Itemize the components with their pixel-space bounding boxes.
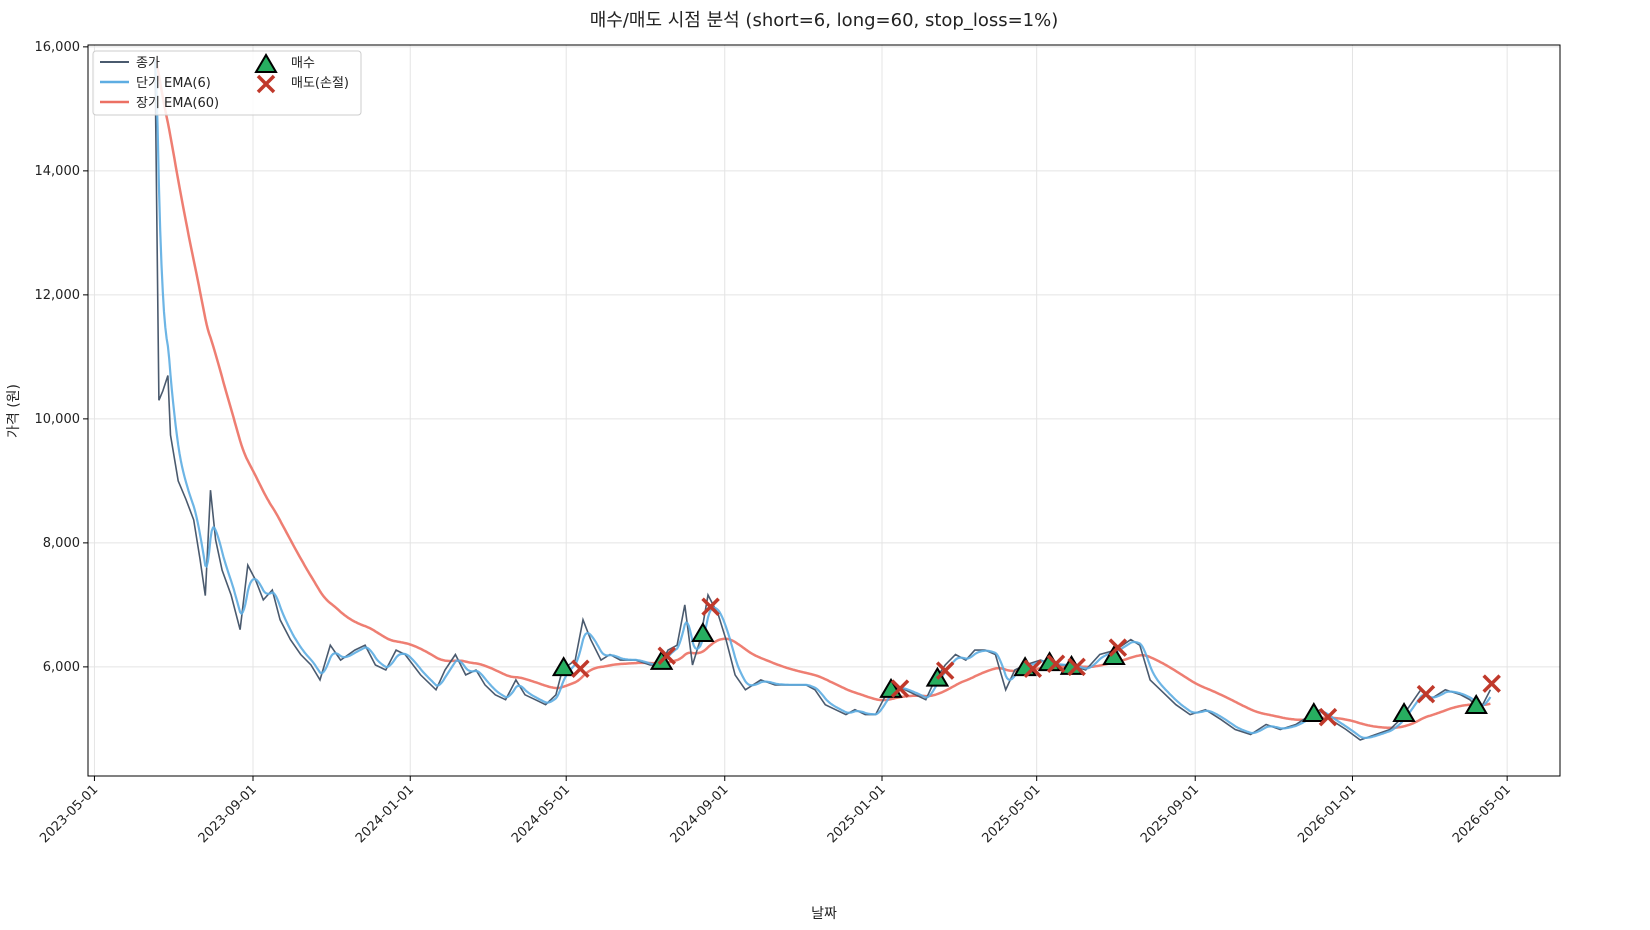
legend-buy-triangle-icon bbox=[254, 53, 278, 73]
sell-marker bbox=[701, 597, 720, 616]
x-tick-label: 2025-09-01 bbox=[1138, 782, 1202, 846]
sell-marker bbox=[935, 661, 955, 680]
x-tick-label: 2024-01-01 bbox=[353, 782, 417, 846]
sell-marker bbox=[1318, 707, 1338, 727]
legend-label-buy: 매수 bbox=[291, 56, 315, 71]
legend-label-sell: 매도(손절) bbox=[291, 76, 349, 91]
close-price-line bbox=[154, 59, 1492, 741]
y-tick-label: 6,000 bbox=[43, 660, 80, 675]
x-tick-label: 2025-05-01 bbox=[979, 782, 1043, 846]
x-tick-label: 2024-09-01 bbox=[668, 782, 732, 846]
legend-sell-x-icon bbox=[256, 74, 276, 94]
short-ema-line bbox=[153, 59, 1492, 739]
series-lines bbox=[153, 58, 1492, 741]
buy-marker bbox=[1392, 702, 1416, 722]
plot-frame bbox=[87, 44, 1561, 777]
buy-marker bbox=[1102, 644, 1126, 665]
signal-markers bbox=[551, 597, 1501, 727]
legend-label-short-ema: 단기 EMA(6) bbox=[136, 76, 211, 91]
buy-marker bbox=[551, 656, 576, 677]
sell-marker bbox=[1023, 659, 1043, 678]
long-ema-line bbox=[153, 58, 1491, 730]
legend-label-close: 종가 bbox=[136, 56, 160, 71]
sell-marker bbox=[1482, 674, 1501, 693]
sell-marker bbox=[571, 659, 590, 678]
x-tick-label: 2026-01-01 bbox=[1295, 782, 1359, 846]
y-tick-label: 14,000 bbox=[35, 164, 81, 179]
x-tick-label: 2023-05-01 bbox=[37, 782, 101, 846]
x-tick-label: 2025-01-01 bbox=[825, 782, 889, 846]
sell-marker bbox=[1067, 657, 1086, 677]
y-tick-label: 12,000 bbox=[35, 288, 81, 303]
sell-marker bbox=[890, 679, 910, 698]
y-tick-label: 10,000 bbox=[35, 412, 81, 427]
buy-marker bbox=[1302, 702, 1326, 722]
y-tick-label: 16,000 bbox=[35, 40, 81, 55]
legend: 종가 단기 EMA(6) 장기 EMA(60) 매수 매도(손절) bbox=[92, 50, 362, 116]
x-tick-label: 2023-09-01 bbox=[196, 782, 260, 846]
sell-marker bbox=[1046, 654, 1066, 674]
x-axis-label: 날짜 bbox=[811, 906, 837, 922]
legend-label-long-ema: 장기 EMA(60) bbox=[136, 96, 219, 111]
sell-marker bbox=[1108, 638, 1128, 657]
sell-marker bbox=[1416, 684, 1436, 704]
y-axis-label: 가격 (원) bbox=[6, 384, 22, 438]
chart-title: 매수/매도 시점 분석 (short=6, long=60, stop_loss… bbox=[590, 10, 1059, 31]
x-tick-label: 2024-05-01 bbox=[509, 782, 573, 846]
sell-marker bbox=[657, 646, 676, 665]
y-tick-label: 8,000 bbox=[43, 536, 80, 551]
grid bbox=[88, 45, 1560, 776]
buy-marker bbox=[691, 622, 715, 643]
x-tick-label: 2026-05-01 bbox=[1450, 782, 1514, 846]
buy-marker bbox=[1464, 693, 1488, 714]
